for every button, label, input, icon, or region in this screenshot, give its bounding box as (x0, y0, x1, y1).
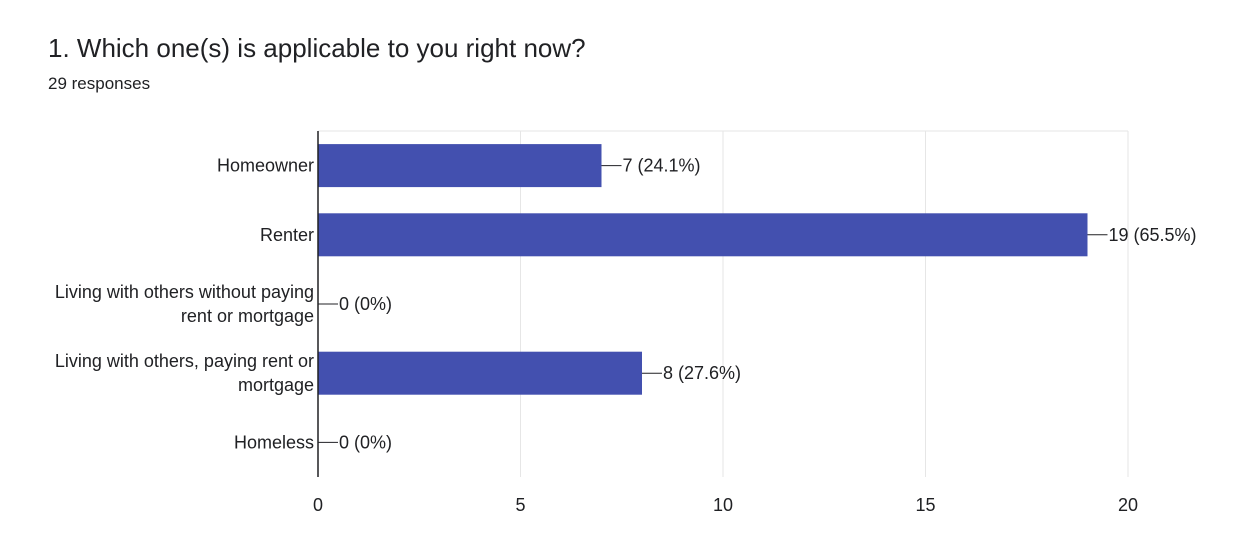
bar[interactable] (318, 351, 642, 395)
value-label: 0 (0%) (339, 432, 392, 452)
x-tick-label: 15 (915, 495, 935, 515)
value-label: 8 (27.6%) (663, 363, 741, 383)
x-tick-label: 20 (1118, 495, 1138, 515)
value-label: 0 (0%) (339, 294, 392, 314)
category-label: Living with others without paying rent or… (55, 282, 314, 326)
category-label: Homeowner (217, 156, 314, 176)
x-tick-label: 5 (515, 495, 525, 515)
x-tick-label: 0 (313, 495, 323, 515)
question-title: 1. Which one(s) is applicable to you rig… (48, 33, 586, 63)
response-count: 29 responses (48, 74, 151, 93)
bars (318, 144, 1088, 395)
value-label: 19 (65.5%) (1109, 225, 1197, 245)
category-label: Renter (260, 225, 314, 245)
bar[interactable] (318, 144, 602, 188)
x-tick-label: 10 (713, 495, 733, 515)
labels: 7 (24.1%) Homeowner 19 (65.5%) Renter 0 (0%)… (55, 156, 1197, 453)
axes: 0 5 10 15 20 (313, 131, 1138, 515)
value-label: 7 (24.1%) (623, 156, 701, 176)
category-label: Living with others, paying rent or mortga… (55, 351, 314, 395)
category-label: Homeless (234, 432, 314, 452)
bar[interactable] (318, 213, 1088, 257)
gridlines (318, 130, 1129, 477)
